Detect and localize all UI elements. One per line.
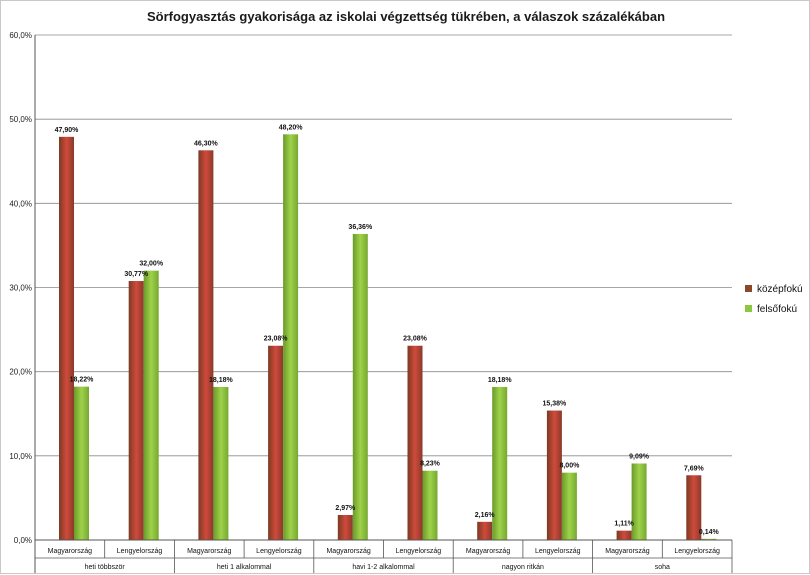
- bar-felsofoku: [631, 463, 647, 540]
- y-tick-label: 60,0%: [9, 31, 32, 40]
- legend-label: felsőfokú: [757, 304, 797, 315]
- data-label: 1,11%: [614, 521, 634, 528]
- bar-kozepfoku: [59, 136, 74, 540]
- category-label: Lengyelország: [396, 548, 442, 555]
- data-label: 30,77%: [124, 271, 149, 278]
- y-tick-label: 40,0%: [9, 199, 32, 208]
- data-label: 23,08%: [264, 336, 289, 343]
- category-label: Magyarország: [466, 548, 510, 555]
- bar-kozepfoku: [407, 345, 423, 540]
- chart-title: Sörfogyasztás gyakorisága az iskolai vég…: [146, 9, 666, 24]
- y-tick-label: 10,0%: [9, 452, 32, 461]
- y-tick-label: 20,0%: [9, 368, 32, 377]
- data-label: 8,23%: [420, 461, 441, 468]
- bar-kozepfoku: [128, 281, 144, 540]
- bar-felsofoku: [213, 386, 229, 540]
- legend-swatch: [745, 305, 752, 312]
- data-label: 0,14%: [699, 529, 720, 536]
- y-tick-label: 50,0%: [9, 115, 32, 124]
- data-label: 36,36%: [348, 224, 373, 231]
- data-label: 47,90%: [55, 127, 80, 134]
- bar-kozepfoku: [268, 345, 284, 540]
- group-label: havi 1-2 alkalommal: [352, 564, 415, 571]
- category-label: Lengyelország: [256, 548, 302, 555]
- data-label: 48,20%: [279, 124, 304, 131]
- group-label: heti 1 alkalommal: [217, 564, 272, 571]
- category-label: Magyarország: [326, 548, 370, 555]
- group-label: heti többször: [85, 564, 126, 571]
- group-label: soha: [655, 564, 670, 571]
- data-label: 23,08%: [403, 336, 428, 343]
- bar-kozepfoku: [686, 475, 702, 540]
- data-label: 15,38%: [543, 401, 568, 408]
- bar-felsofoku: [561, 472, 577, 540]
- data-label: 18,22%: [70, 377, 95, 384]
- data-label: 8,00%: [559, 463, 580, 470]
- bar-kozepfoku: [616, 530, 632, 540]
- data-label: 9,09%: [629, 453, 650, 460]
- bar-kozepfoku: [546, 410, 562, 540]
- category-label: Magyarország: [187, 548, 231, 555]
- data-label: 18,18%: [209, 377, 234, 384]
- data-label: 2,16%: [475, 512, 496, 519]
- bar-kozepfoku: [198, 150, 214, 540]
- bar-felsofoku: [352, 233, 368, 540]
- bar-felsofoku: [283, 134, 299, 541]
- category-label: Magyarország: [48, 548, 92, 555]
- y-tick-label: 0,0%: [14, 536, 32, 545]
- category-label: Lengyelország: [117, 548, 163, 555]
- data-label: 2,97%: [335, 505, 356, 512]
- bar-felsofoku: [422, 470, 438, 540]
- data-label: 46,30%: [194, 140, 219, 147]
- bar-felsofoku: [74, 386, 89, 540]
- bar-felsofoku: [701, 538, 717, 540]
- bar-kozepfoku: [477, 521, 493, 540]
- data-label: 18,18%: [488, 377, 513, 384]
- group-label: nagyon ritkán: [502, 564, 544, 571]
- category-label: Lengyelország: [674, 548, 720, 555]
- bar-felsofoku: [143, 270, 159, 540]
- legend-label: középfokú: [757, 284, 803, 295]
- data-label: 32,00%: [139, 261, 164, 268]
- bar-kozepfoku: [337, 515, 353, 540]
- data-label: 7,69%: [684, 465, 705, 472]
- legend-swatch: [745, 285, 752, 292]
- y-tick-label: 30,0%: [9, 284, 32, 293]
- bar-felsofoku: [492, 386, 508, 540]
- category-label: Lengyelország: [535, 548, 581, 555]
- category-label: Magyarország: [605, 548, 649, 555]
